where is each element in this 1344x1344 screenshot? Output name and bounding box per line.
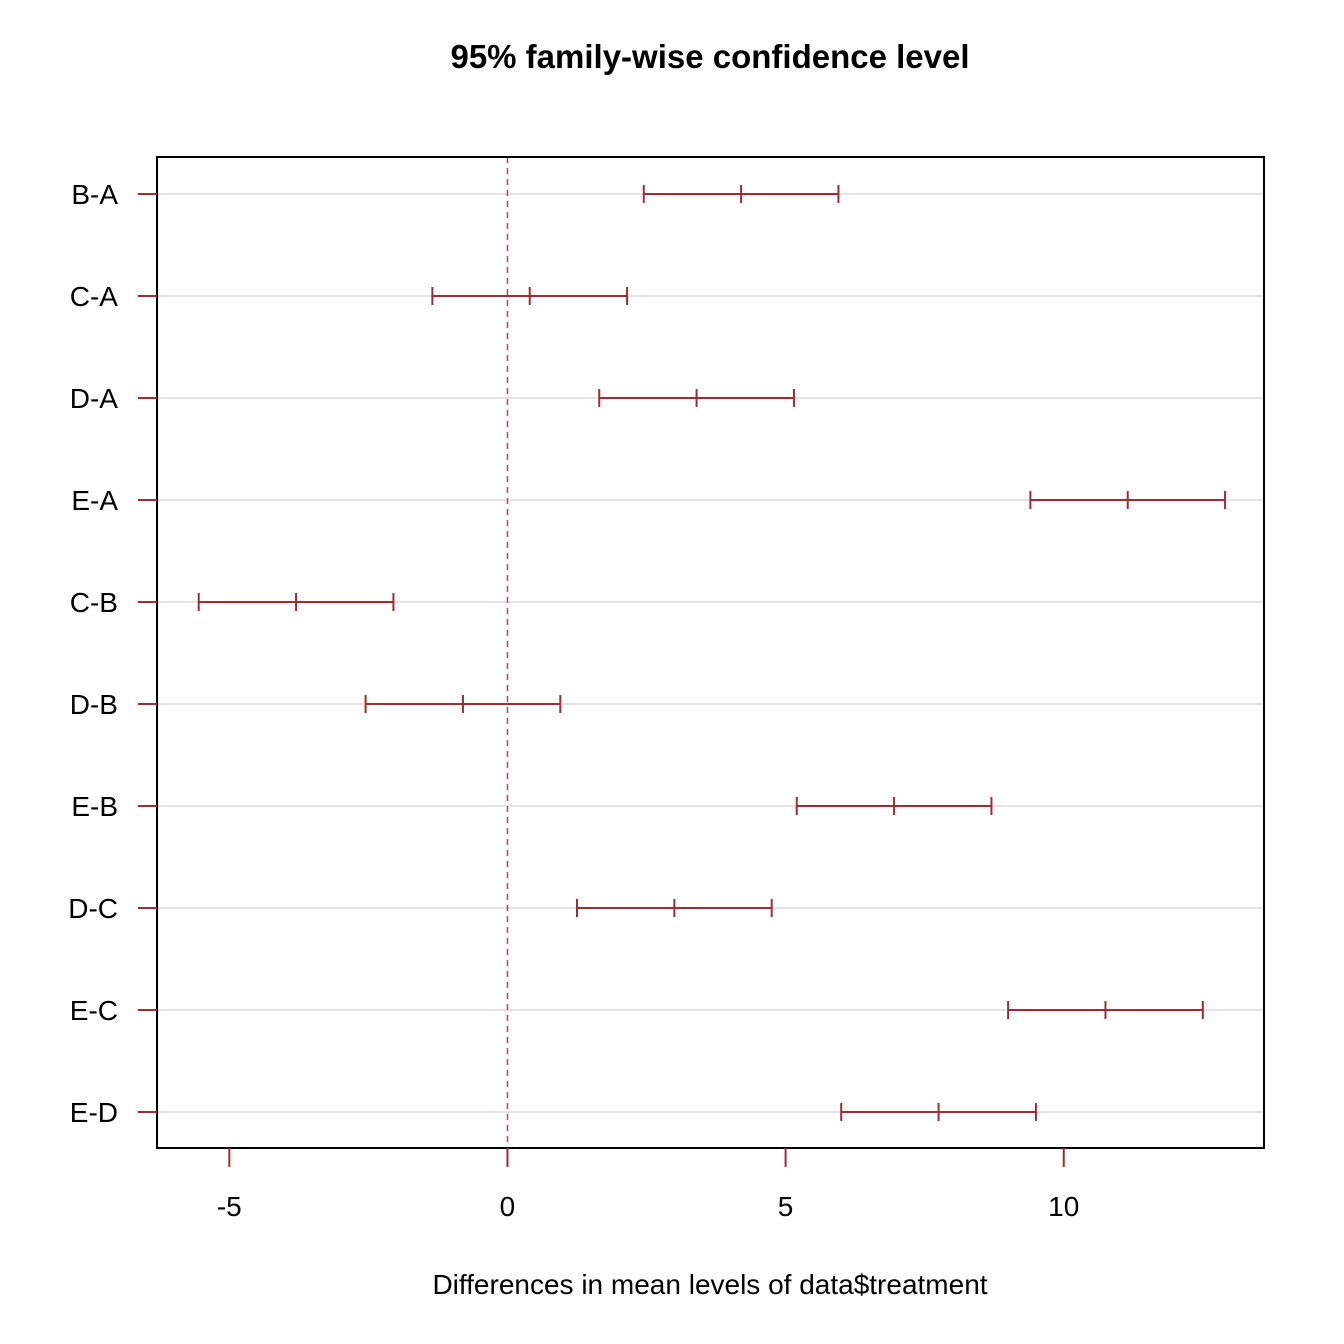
- y-tick-label: C-B: [70, 587, 118, 618]
- x-tick-label: 5: [778, 1191, 794, 1222]
- y-tick-label: E-B: [71, 791, 118, 822]
- y-tick-label: E-A: [71, 485, 118, 516]
- y-tick-label: E-D: [70, 1097, 118, 1128]
- y-tick-label: C-A: [70, 281, 119, 312]
- chart-title: 95% family-wise confidence level: [450, 38, 969, 75]
- y-tick-label: D-C: [68, 893, 118, 924]
- confidence-intervals: [197, 185, 1227, 1121]
- y-axis: B-A C-A D-A E-A C-B D-B E-B D-C E-C E-D: [68, 179, 157, 1128]
- x-tick-label: 0: [500, 1191, 516, 1222]
- y-tick-label: B-A: [71, 179, 118, 210]
- x-axis-label: Differences in mean levels of data$treat…: [432, 1269, 987, 1300]
- y-tick-label: D-A: [70, 383, 119, 414]
- y-tick-label: D-B: [70, 689, 118, 720]
- x-tick-label: 10: [1048, 1191, 1079, 1222]
- x-tick-label: -5: [217, 1191, 242, 1222]
- x-axis: -5 0 5 10: [217, 1148, 1079, 1222]
- grid-lines: [157, 193, 1264, 1113]
- y-tick-label: E-C: [70, 995, 118, 1026]
- plot-frame: [156, 156, 1265, 1149]
